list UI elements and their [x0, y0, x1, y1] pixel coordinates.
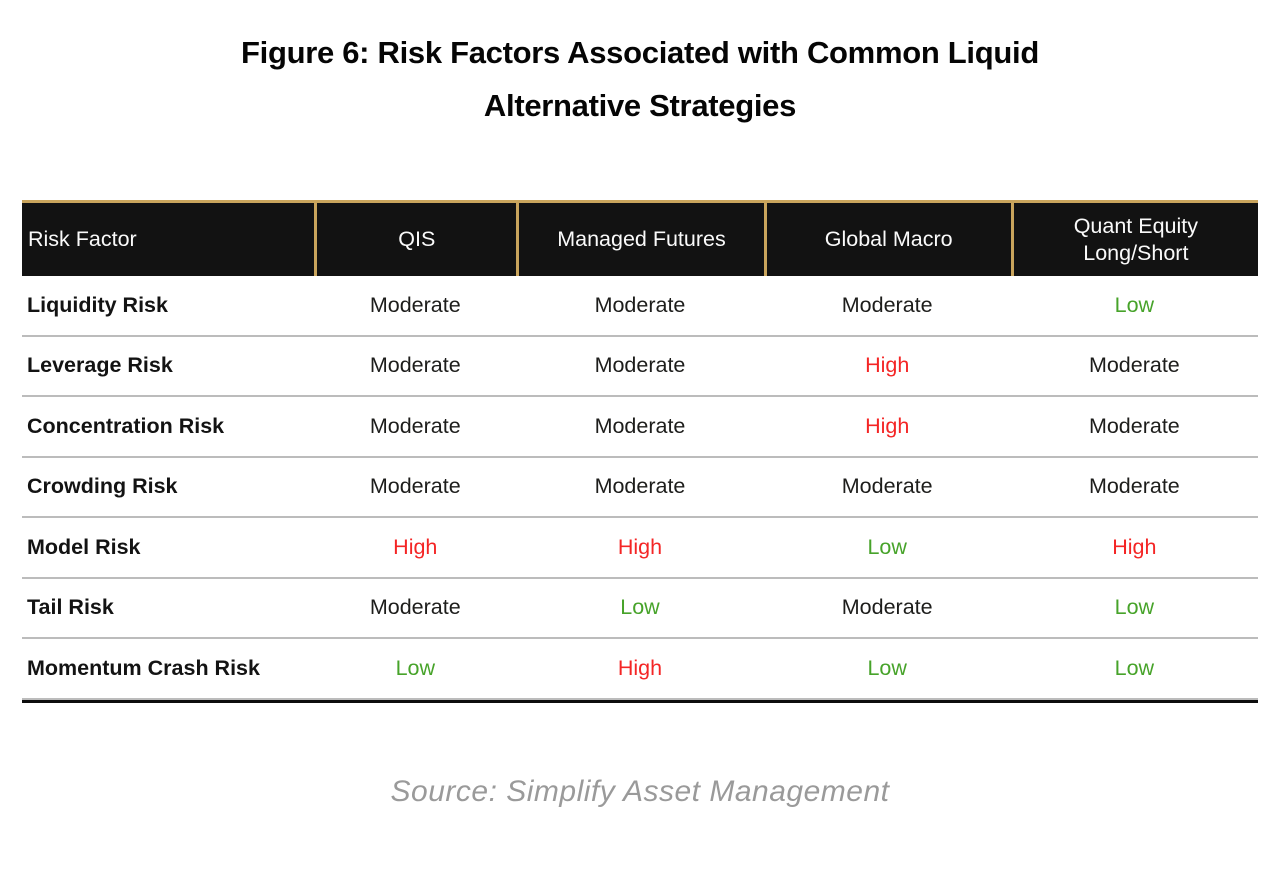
source-caption: Source: Simplify Asset Management: [390, 774, 890, 808]
risk-level-value: Moderate: [1088, 413, 1180, 438]
risk-factor-label: Leverage Risk: [27, 353, 173, 378]
risk-level-value: High: [617, 534, 663, 559]
risk-level-value: High: [1112, 534, 1157, 559]
risk-level-value: Moderate: [594, 292, 686, 317]
risk-level-value: High: [393, 534, 438, 559]
risk-level-value: Moderate: [369, 353, 461, 378]
figure-title-line-1: Figure 6: Risk Factors Associated with C…: [241, 35, 1039, 70]
table-row: Model Risk High High Low High: [22, 518, 1258, 579]
risk-level-value: Low: [620, 595, 660, 620]
risk-level-value: Moderate: [1088, 353, 1180, 378]
risk-level-value: High: [617, 655, 663, 680]
table-row: Liquidity Risk Moderate Moderate Moderate Lo…: [22, 276, 1258, 337]
column-header-global-macro: Global Macro: [763, 203, 1011, 276]
risk-level-value: Moderate: [594, 413, 686, 438]
risk-level-value: Low: [1114, 655, 1155, 680]
table-row: Tail Risk Moderate Low Moderate Low: [22, 579, 1258, 639]
risk-factor-label: Tail Risk: [27, 595, 114, 620]
risk-factor-label: Concentration Risk: [27, 413, 225, 438]
figure-title-line-2: Alternative Strategies: [483, 88, 797, 123]
risk-level-value: Moderate: [594, 474, 686, 499]
risk-factor-label: Momentum Crash Risk: [27, 655, 260, 680]
risk-level-value: Moderate: [841, 474, 933, 499]
figure-title: Figure 6: Risk Factors Associated with C…: [0, 26, 1280, 132]
risk-level-value: Low: [1114, 595, 1155, 620]
risk-level-value: Moderate: [369, 292, 461, 317]
risk-level-value: Low: [867, 534, 907, 559]
risk-level-value: Low: [867, 655, 907, 680]
column-header-risk-factor: Risk Factor: [28, 227, 137, 251]
risk-factor-label: Model Risk: [27, 534, 141, 559]
column-header-quant-equity-long-short: Quant Equity Long/Short: [1010, 203, 1258, 276]
risk-factors-table: Risk Factor QIS Managed Futures Global M…: [22, 200, 1258, 703]
table-row: Crowding Risk Moderate Moderate Moderate Mod…: [22, 458, 1258, 518]
risk-level-value: Moderate: [369, 413, 461, 438]
risk-level-value: Moderate: [594, 353, 686, 378]
risk-factor-label: Crowding Risk: [27, 474, 178, 499]
risk-factor-label: Liquidity Risk: [27, 292, 168, 317]
column-header-qis: QIS: [314, 203, 516, 276]
risk-level-value: Low: [395, 655, 436, 680]
risk-level-value: Moderate: [1088, 474, 1180, 499]
risk-level-value: Low: [1114, 292, 1155, 317]
risk-level-value: Moderate: [841, 292, 933, 317]
risk-level-value: Moderate: [369, 474, 461, 499]
table-row: Leverage Risk Moderate Moderate High Moderat…: [22, 337, 1258, 397]
risk-level-value: Moderate: [369, 595, 461, 620]
risk-level-value: Moderate: [841, 595, 933, 620]
table-body: Liquidity Risk Moderate Moderate Moderate Lo…: [22, 276, 1258, 703]
table-row: Concentration Risk Moderate Moderate High Mo…: [22, 397, 1258, 458]
risk-level-value: High: [865, 353, 910, 378]
table-header-row: Risk Factor QIS Managed Futures Global M…: [22, 200, 1258, 276]
risk-level-value: High: [865, 413, 910, 438]
table-row: Momentum Crash Risk Low High Low Low: [22, 639, 1258, 700]
column-header-managed-futures: Managed Futures: [516, 203, 763, 276]
